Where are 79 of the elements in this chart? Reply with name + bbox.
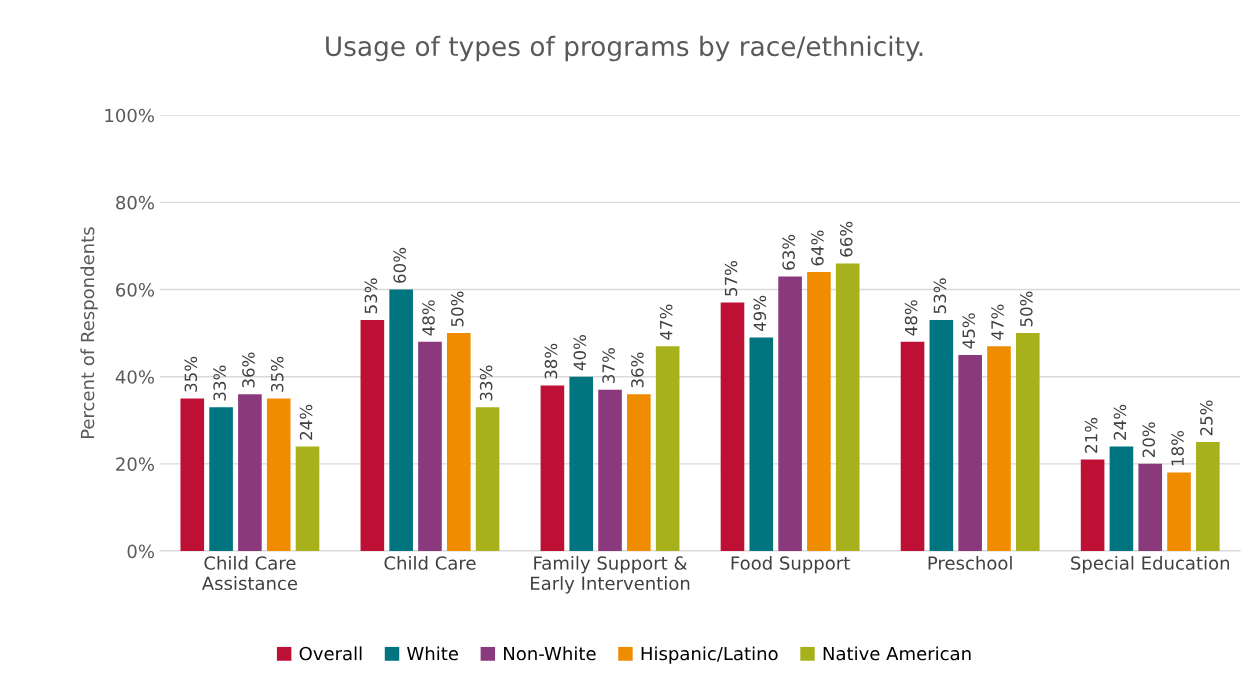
data-label: 36%	[242, 352, 255, 388]
bar	[627, 394, 651, 552]
data-label: 57%	[724, 260, 738, 296]
bar	[929, 320, 954, 552]
data-label: 38%	[544, 343, 558, 379]
x-tick-label: Special Education	[1071, 555, 1230, 574]
data-label: 33%	[213, 365, 226, 401]
data-label: 50%	[1020, 291, 1033, 327]
data-label: 53%	[933, 278, 947, 314]
bar	[418, 341, 442, 552]
data-label: 37%	[602, 348, 615, 383]
y-tick-label: 60%	[116, 283, 155, 297]
x-tick-label: Family Support & Early Intervention	[531, 555, 690, 594]
data-label: 33%	[479, 365, 493, 401]
bar	[598, 389, 622, 552]
data-label: 45%	[962, 313, 975, 349]
bar	[1080, 459, 1105, 552]
bar	[1138, 463, 1163, 552]
data-label: 35%	[270, 356, 284, 392]
bar	[569, 376, 594, 552]
legend-label: Non-White	[504, 646, 596, 661]
data-label: 49%	[753, 295, 767, 332]
data-label: 25%	[1200, 400, 1213, 436]
data-label: 21%	[1084, 417, 1098, 453]
data-label: 40%	[573, 335, 587, 371]
data-label: 63%	[782, 234, 795, 270]
y-tick-label: 80%	[116, 195, 155, 210]
bar	[446, 333, 471, 552]
legend-label: Hispanic/Latino	[641, 646, 778, 664]
data-label: 36%	[631, 352, 644, 388]
y-axis-title: Percent of Respondents	[80, 227, 98, 439]
data-label: 18%	[1171, 430, 1184, 466]
bar	[209, 407, 233, 552]
y-tick-label: 0%	[127, 544, 155, 559]
legend-label: Overall	[299, 646, 362, 661]
bar	[835, 263, 860, 552]
y-tick-label: 20%	[116, 457, 155, 471]
bar	[238, 394, 262, 552]
chart-title: Usage of types of programs by race/ethnicity.	[326, 35, 923, 62]
x-tick-label: Food Support	[731, 555, 850, 574]
y-tick-label: 40%	[115, 370, 155, 384]
x-tick-label: Child Care	[384, 555, 476, 570]
x-tick-label: Preschool	[928, 555, 1012, 570]
data-label: 60%	[393, 247, 406, 283]
bar	[475, 407, 500, 552]
bar	[749, 337, 774, 552]
legend-label: White	[407, 646, 458, 661]
bar	[720, 302, 745, 552]
y-tick-label: 100%	[105, 108, 155, 123]
data-label: 50%	[451, 291, 464, 327]
data-label: 48%	[422, 300, 435, 336]
data-label: 64%	[811, 230, 824, 266]
bar	[540, 385, 565, 552]
data-label: 24%	[299, 404, 313, 440]
bar	[778, 276, 802, 552]
data-label: 24%	[1113, 404, 1127, 440]
bar	[1015, 333, 1040, 552]
legend-label: Native American	[823, 646, 971, 661]
data-label: 66%	[839, 221, 853, 257]
bar	[655, 346, 680, 552]
bar	[295, 446, 320, 552]
bar	[1167, 472, 1191, 552]
data-label: 20%	[1142, 422, 1156, 458]
bar	[987, 346, 1011, 552]
data-label: 35%	[184, 356, 198, 392]
bar	[1109, 446, 1134, 552]
x-tick-label: Child Care Assistance	[201, 555, 298, 591]
bar	[389, 289, 413, 552]
bar	[266, 398, 291, 552]
bar	[900, 341, 925, 552]
bar	[180, 398, 205, 552]
data-label: 53%	[364, 278, 378, 314]
bar	[360, 320, 385, 552]
data-label: 47%	[991, 304, 1004, 340]
bar	[958, 354, 982, 552]
data-label: 48%	[904, 300, 918, 336]
bar	[807, 272, 831, 552]
bar	[1196, 442, 1220, 552]
data-label: 47%	[659, 304, 673, 340]
